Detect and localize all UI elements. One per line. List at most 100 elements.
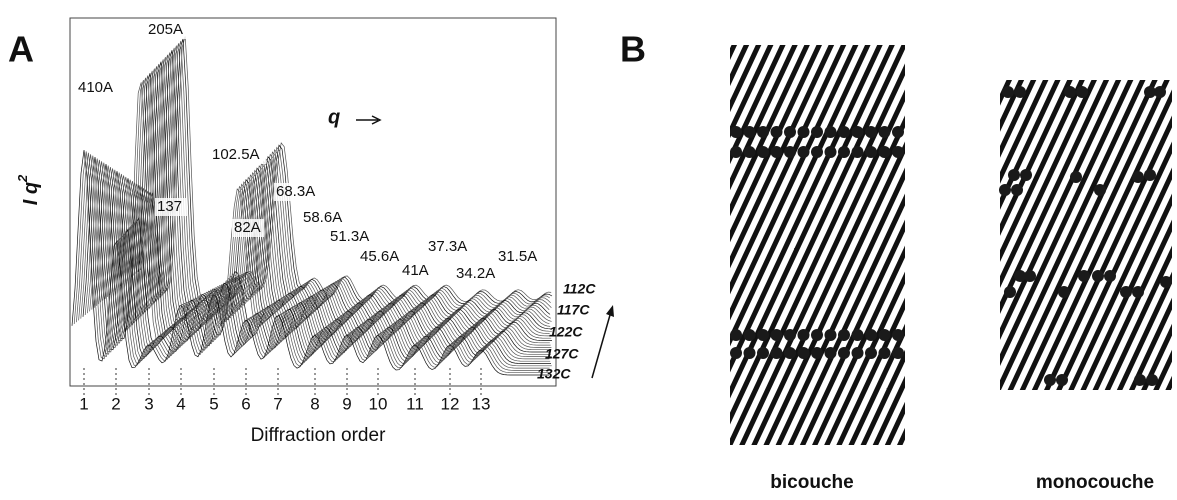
peak-label: 102.5A bbox=[212, 146, 260, 163]
head-group bbox=[1134, 374, 1146, 386]
y-label-exponent: 2 bbox=[15, 174, 30, 183]
spectrum-curve bbox=[73, 151, 552, 374]
x-tick-label: 10 bbox=[369, 394, 388, 413]
head-group bbox=[851, 347, 864, 359]
head-group bbox=[892, 126, 904, 138]
x-axis-title: Diffraction order bbox=[251, 425, 386, 446]
x-tick-label: 13 bbox=[472, 394, 491, 413]
spectrum-curve bbox=[93, 164, 550, 353]
head-group bbox=[1004, 286, 1016, 298]
head-group bbox=[770, 126, 783, 138]
head-group bbox=[1120, 286, 1132, 298]
q-label: q bbox=[328, 106, 340, 128]
head-group bbox=[797, 329, 810, 341]
temperature-label: 117C bbox=[557, 302, 590, 318]
x-tick-label: 1 bbox=[79, 394, 88, 413]
head-group bbox=[784, 126, 796, 138]
label-backdrop bbox=[210, 146, 266, 164]
label-backdrop bbox=[358, 248, 406, 266]
temperature-label: 122C bbox=[549, 324, 583, 340]
head-group bbox=[824, 126, 837, 138]
temp-arrow-head bbox=[606, 305, 614, 317]
head-group bbox=[1132, 286, 1144, 298]
head-group bbox=[743, 146, 756, 158]
head-group bbox=[811, 347, 823, 359]
caption: monocouche bbox=[1036, 472, 1154, 493]
head-group bbox=[743, 347, 756, 359]
head-group bbox=[1154, 86, 1166, 98]
temperature-label: 112C bbox=[563, 281, 596, 297]
head-group bbox=[730, 329, 742, 341]
head-group bbox=[770, 329, 783, 341]
head-group bbox=[851, 146, 864, 158]
head-group bbox=[824, 347, 837, 359]
head-group bbox=[892, 146, 904, 158]
peak-label: 137 bbox=[157, 198, 182, 215]
temp-arrow bbox=[591, 307, 613, 379]
waterfall-plot bbox=[69, 17, 557, 387]
head-group bbox=[1064, 86, 1076, 98]
head-group bbox=[1076, 86, 1088, 98]
head-group bbox=[811, 329, 823, 341]
head-group bbox=[1024, 270, 1036, 282]
head-group bbox=[824, 329, 837, 341]
peak-label: 205A bbox=[148, 21, 183, 38]
label-backdrop bbox=[426, 238, 474, 256]
spectrum-curve bbox=[131, 45, 552, 311]
y-label-base: I q bbox=[20, 182, 42, 205]
head-group bbox=[1132, 171, 1144, 183]
head-group bbox=[1058, 286, 1070, 298]
spectrum-curve bbox=[137, 38, 553, 304]
head-group bbox=[797, 347, 810, 359]
head-group bbox=[770, 347, 783, 359]
q-arrow-head bbox=[371, 115, 382, 125]
head-group bbox=[838, 126, 850, 138]
spectrum-curve bbox=[82, 157, 551, 364]
bilayer-structure bbox=[730, 45, 905, 445]
label-backdrop bbox=[400, 262, 432, 280]
x-tick-label: 2 bbox=[111, 394, 120, 413]
head-group bbox=[1104, 270, 1116, 282]
head-group bbox=[1070, 171, 1082, 183]
x-tick-label: 12 bbox=[441, 394, 460, 413]
head-group bbox=[1044, 374, 1056, 386]
head-group bbox=[892, 347, 904, 359]
head-group bbox=[1056, 374, 1068, 386]
label-backdrop bbox=[454, 265, 502, 283]
monolayer-structure bbox=[1000, 80, 1172, 390]
label-backdrop bbox=[155, 198, 187, 216]
head-group bbox=[865, 329, 877, 341]
head-group bbox=[1078, 270, 1090, 282]
spectrum-curve bbox=[80, 155, 552, 367]
head-group bbox=[757, 146, 769, 158]
spectrum-curve bbox=[120, 57, 550, 325]
peak-label: 31.5A bbox=[498, 248, 537, 265]
head-group bbox=[878, 329, 891, 341]
label-backdrop bbox=[274, 183, 322, 201]
head-group bbox=[892, 329, 904, 341]
head-group bbox=[824, 146, 837, 158]
head-group bbox=[757, 126, 769, 138]
head-group bbox=[878, 347, 891, 359]
temperature-label: 127C bbox=[545, 346, 579, 362]
head-group bbox=[757, 347, 769, 359]
head-group bbox=[838, 329, 850, 341]
head-group bbox=[1092, 270, 1104, 282]
head-group bbox=[851, 329, 864, 341]
head-group bbox=[1094, 184, 1106, 196]
x-tick-label: 6 bbox=[241, 394, 250, 413]
head-group bbox=[999, 184, 1011, 196]
spectrum-curve bbox=[78, 154, 550, 369]
head-group bbox=[757, 329, 769, 341]
peak-label: 51.3A bbox=[330, 228, 369, 245]
head-group bbox=[797, 126, 810, 138]
caption: bicouche bbox=[770, 472, 853, 493]
x-tick-label: 9 bbox=[342, 394, 351, 413]
head-group bbox=[730, 146, 742, 158]
spectrum-curve bbox=[139, 36, 552, 302]
spectrum-curve bbox=[71, 149, 549, 376]
y-axis-label: I q2 bbox=[15, 174, 42, 205]
x-tick-label: 4 bbox=[176, 394, 185, 413]
head-group bbox=[865, 146, 877, 158]
